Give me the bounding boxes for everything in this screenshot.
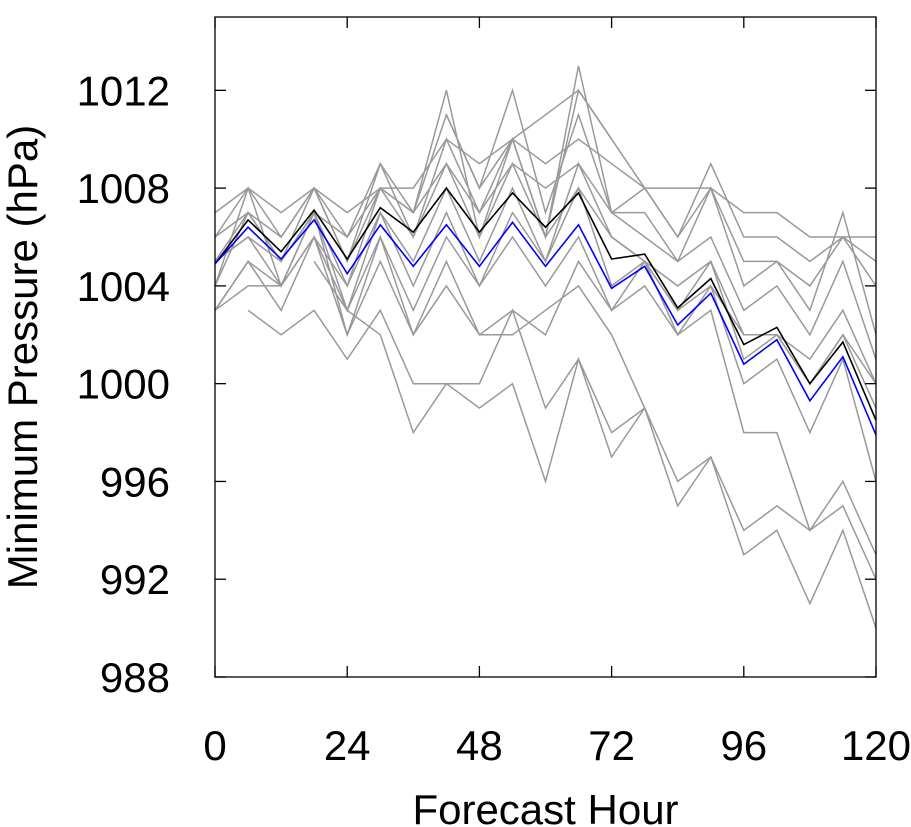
highlight-line-15 [214, 218, 877, 436]
ensemble-line-5 [214, 161, 877, 386]
x-tick-label: 48 [456, 722, 503, 769]
x-tick-label: 96 [720, 722, 767, 769]
ensemble-line-13 [445, 89, 613, 190]
tick-labels: 0 24 48 72 96 120 988 992 996 1000 1004 1008 1012 [77, 67, 911, 769]
ensemble-line-4 [214, 162, 877, 360]
y-tick-label: 1012 [77, 67, 170, 114]
y-tick-label: 1004 [77, 263, 170, 310]
ensemble-line-1 [214, 87, 877, 263]
y-tick-label: 1008 [77, 165, 170, 212]
plot-lines [214, 65, 877, 629]
x-tick-label: 24 [324, 722, 371, 769]
ensemble-line-8 [214, 210, 877, 482]
axis-ticks [214, 17, 877, 678]
y-tick-label: 1000 [77, 361, 170, 408]
x-tick-label: 72 [588, 722, 635, 769]
ensemble-line-9 [214, 234, 877, 556]
x-axis-title: Forecast Hour [412, 786, 678, 827]
ensemble-line-11 [247, 308, 877, 629]
ensemble-line-2 [214, 65, 877, 335]
ensemble-line-10 [214, 234, 877, 580]
y-tick-label: 988 [100, 654, 170, 701]
x-tick-label: 0 [203, 722, 226, 769]
x-tick-label: 120 [841, 722, 911, 769]
mean-line-14 [214, 186, 877, 421]
y-axis-title: Minimum Pressure (hPa) [0, 125, 46, 589]
plot-frame [214, 16, 877, 678]
y-tick-label: 996 [100, 458, 170, 505]
ensemble-line-7 [214, 161, 877, 409]
ensemble-line-0 [214, 138, 876, 238]
ensemble-line-6 [214, 186, 877, 385]
ensemble-line-12 [313, 260, 646, 484]
y-tick-label: 992 [100, 556, 170, 603]
